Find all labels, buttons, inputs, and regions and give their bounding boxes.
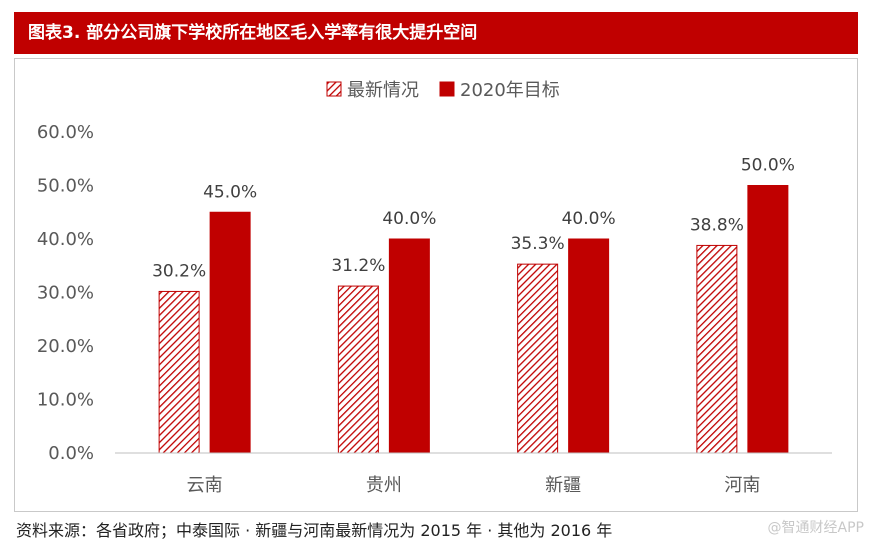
bar	[337, 285, 379, 454]
data-label: 38.8%	[690, 215, 744, 235]
data-label: 50.0%	[741, 156, 795, 176]
data-label: 40.0%	[562, 209, 616, 229]
x-category-label: 新疆	[545, 475, 581, 496]
legend-label: 最新情况	[347, 80, 419, 101]
legend-swatch	[439, 81, 455, 97]
y-axis: 0.0% 10.0% 20.0% 30.0% 40.0% 50.0% 60.0%	[37, 122, 94, 464]
data-label: 45.0%	[203, 182, 257, 202]
source-note: 资料来源：各省政府；中泰国际 · 新疆与河南最新情况为 2015 年 · 其他为…	[16, 521, 613, 540]
bar	[158, 290, 200, 454]
bars: 30.2% 45.0% 31.2% 40.0% 35.3% 40.0% 38.8% 50.0%	[152, 156, 795, 454]
x-category-label: 云南	[187, 475, 223, 496]
x-axis: 云南 贵州 新疆 河南	[115, 452, 832, 496]
y-tick-label: 10.0%	[37, 390, 94, 411]
y-tick-label: 20.0%	[37, 336, 94, 357]
y-tick-label: 60.0%	[37, 122, 94, 143]
data-label: 35.3%	[511, 234, 565, 254]
watermark: @智通财经APP	[767, 520, 864, 536]
bar	[388, 238, 430, 454]
x-category-label: 河南	[724, 475, 760, 496]
data-label: 31.2%	[331, 256, 385, 276]
y-tick-label: 40.0%	[37, 229, 94, 250]
y-tick-label: 30.0%	[37, 283, 94, 304]
legend: 最新情况 2020年目标	[326, 80, 560, 101]
x-category-label: 贵州	[366, 475, 402, 496]
y-tick-label: 50.0%	[37, 176, 94, 197]
bar	[696, 244, 738, 454]
bar	[517, 263, 559, 454]
legend-swatch	[326, 81, 342, 97]
chart-title-bar: 图表3. 部分公司旗下学校所在地区毛入学率有很大提升空间	[14, 12, 858, 54]
data-label: 40.0%	[382, 209, 436, 229]
bar	[568, 238, 610, 454]
bar	[209, 211, 251, 454]
bar	[747, 185, 789, 454]
legend-label: 2020年目标	[460, 80, 560, 101]
data-label: 30.2%	[152, 261, 206, 281]
y-tick-label: 0.0%	[48, 443, 94, 464]
